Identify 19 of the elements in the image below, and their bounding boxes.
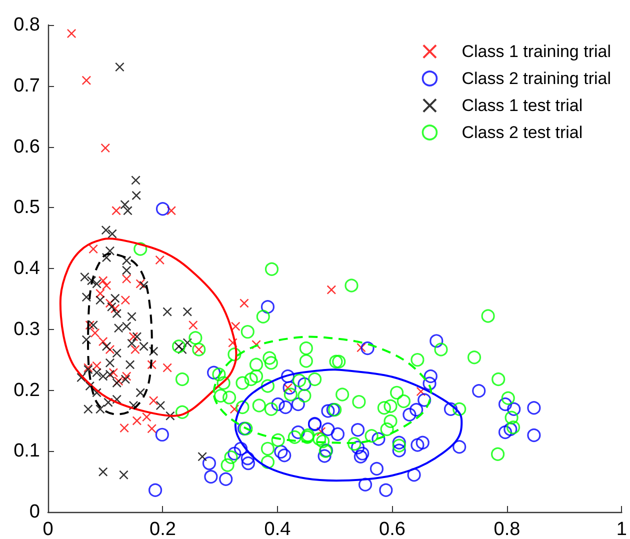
y-tick-label: 0.3 — [14, 318, 40, 340]
y-tick-label: 0.5 — [14, 197, 40, 218]
legend-label: Class 1 test trial — [462, 96, 583, 115]
x-tick-label: 0.2 — [150, 519, 176, 539]
y-tick-label: 0.7 — [14, 75, 40, 96]
x-tick-label: 0.8 — [494, 519, 520, 539]
y-tick-label: 0.2 — [14, 380, 40, 401]
legend-label: Class 2 test trial — [462, 123, 583, 142]
x-tick-label: 1 — [616, 519, 628, 539]
x-tick-label: 0.6 — [379, 519, 406, 539]
x-tick-label: 0 — [42, 519, 54, 539]
y-tick-label: 0.1 — [14, 440, 40, 462]
y-tick-label: 0.8 — [14, 14, 40, 36]
legend-label: Class 1 training trial — [462, 42, 611, 61]
y-tick-label: 0 — [29, 502, 40, 522]
legend-label: Class 2 training trial — [462, 69, 611, 88]
y-tick-label: 0.6 — [14, 136, 40, 158]
y-tick-label: 0.4 — [14, 258, 40, 279]
x-tick-label: 0.4 — [264, 519, 292, 539]
